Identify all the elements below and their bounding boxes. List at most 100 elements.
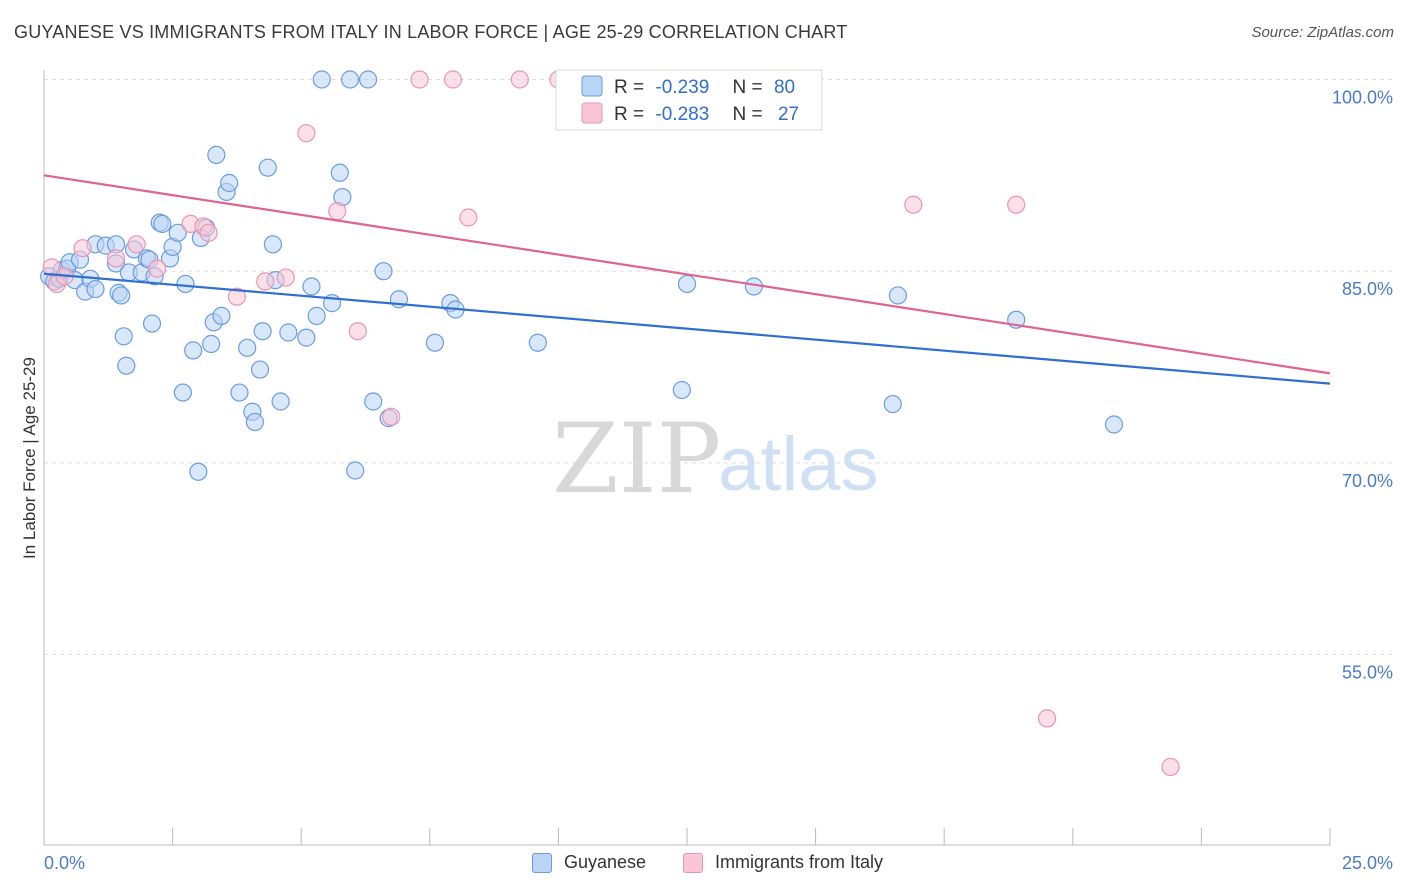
guyanese-point: [374, 262, 393, 281]
guyanese-point: [202, 334, 221, 354]
guyanese-point: [330, 163, 349, 182]
legend-r-value-italy: -0.283: [655, 104, 709, 125]
legend-item-guyanese: Guyanese: [532, 852, 646, 873]
italy-point: [382, 407, 401, 426]
guyanese-point: [168, 223, 187, 242]
guyanese-point: [346, 461, 365, 480]
guyanese-point: [279, 323, 298, 342]
guyanese-point: [112, 286, 131, 305]
svg-text:R = -0.283 N =: R = -0.283 N = 27: [614, 104, 799, 125]
legend-label-guyanese: Guyanese: [564, 852, 647, 872]
italy-point: [904, 195, 923, 214]
guyanese-point: [117, 356, 136, 375]
guyanese-point: [245, 412, 265, 432]
guyanese-point: [238, 338, 257, 357]
italy-point: [276, 268, 295, 287]
guyanese-point: [297, 328, 316, 347]
guyanese-point: [307, 306, 326, 325]
watermark-atlas: atlas: [718, 422, 879, 507]
gridlines: [44, 79, 1393, 655]
x-ticks: [43, 828, 1331, 845]
legend-r-value-guyanese: -0.239: [655, 77, 709, 98]
guyanese-trendline: [43, 272, 1331, 385]
legend-n-value-guyanese: 80: [774, 77, 795, 98]
y-tick-label: 85.0%: [1342, 279, 1393, 299]
legend-label-italy: Immigrants from Italy: [715, 852, 884, 872]
italy-point: [148, 259, 167, 278]
y-tick-labels: 55.0% 70.0% 85.0% 100.0%: [1332, 88, 1393, 683]
legend-item-italy: Immigrants from Italy: [683, 852, 883, 873]
legend-swatch-italy-bottom: [683, 852, 703, 873]
legend-n-label-italy: N =: [733, 104, 763, 125]
guyanese-point: [1104, 415, 1124, 434]
guyanese-point: [271, 392, 290, 411]
y-tick-label: 55.0%: [1342, 663, 1393, 683]
legend-r-label-italy: R =: [614, 104, 644, 125]
italy-point: [443, 70, 463, 89]
y-axis-title: In Labor Force | Age 25-29: [20, 357, 39, 559]
italy-point: [106, 249, 126, 268]
x-tick-label-min: 0.0%: [44, 853, 85, 873]
guyanese-point: [86, 279, 105, 299]
guyanese-point: [153, 214, 172, 233]
guyanese-point: [253, 322, 272, 341]
italy-point: [227, 287, 246, 306]
guyanese-point: [312, 70, 331, 89]
guyanese-point: [184, 341, 203, 360]
legend-r-label-guyanese: R =: [614, 77, 644, 98]
italy-point: [328, 202, 347, 221]
guyanese-point: [425, 333, 445, 352]
guyanese-point: [258, 158, 277, 177]
guyanese-point: [173, 383, 192, 402]
zipatlas-watermark: ZIP atlas: [552, 403, 879, 515]
chart-source: Source: ZipAtlas.com: [1251, 24, 1394, 41]
guyanese-point: [212, 306, 231, 325]
italy-point: [127, 235, 146, 254]
italy-point: [459, 208, 478, 227]
guyanese-point: [250, 360, 270, 379]
italy-point: [199, 223, 218, 242]
legend-swatch-guyanese: [581, 75, 603, 97]
italy-point: [1037, 709, 1057, 728]
italy-trendline: [43, 174, 1331, 375]
chart-title: GUYANESE VS IMMIGRANTS FROM ITALY IN LAB…: [14, 22, 848, 42]
guyanese-point: [230, 383, 249, 402]
guyanese-point: [114, 327, 133, 346]
guyanese-point: [189, 462, 208, 481]
guyanese-point: [142, 314, 162, 333]
y-tick-label: 100.0%: [1332, 88, 1393, 108]
x-tick-label-max: 25.0%: [1342, 853, 1393, 873]
guyanese-point: [358, 70, 378, 89]
italy-point: [256, 272, 275, 291]
trendlines: [43, 174, 1331, 385]
legend-n-value-italy: 27: [778, 104, 799, 125]
guyanese-point: [176, 274, 195, 294]
legend-swatch-guyanese-bottom: [532, 852, 552, 873]
italy-point: [510, 70, 529, 89]
y-tick-label: 70.0%: [1342, 471, 1393, 491]
guyanese-point: [677, 274, 697, 294]
svg-text:R = -0.239 N =: R = -0.239 N = 80: [614, 77, 795, 98]
watermark-zip: ZIP: [552, 403, 721, 515]
guyanese-point: [207, 145, 226, 164]
guyanese-point: [672, 380, 691, 400]
italy-point: [42, 258, 61, 277]
italy-point: [410, 70, 429, 89]
legend-n-label-guyanese: N =: [733, 77, 763, 98]
guyanese-point: [220, 173, 239, 193]
italy-point: [1007, 195, 1026, 214]
guyanese-point: [888, 286, 908, 305]
guyanese-point: [302, 277, 321, 296]
guyanese-point: [263, 235, 283, 254]
italy-point: [348, 322, 367, 341]
italy-point: [1161, 757, 1180, 777]
legend-swatch-italy: [581, 102, 603, 124]
italy-point: [73, 239, 92, 258]
guyanese-point: [364, 392, 383, 411]
guyanese-point: [340, 70, 360, 89]
guyanese-point: [528, 333, 547, 352]
stats-legend: R = -0.239 N = 80 R = -0.283 N = 27: [555, 69, 823, 131]
italy-point: [297, 124, 316, 143]
guyanese-point: [883, 394, 902, 414]
